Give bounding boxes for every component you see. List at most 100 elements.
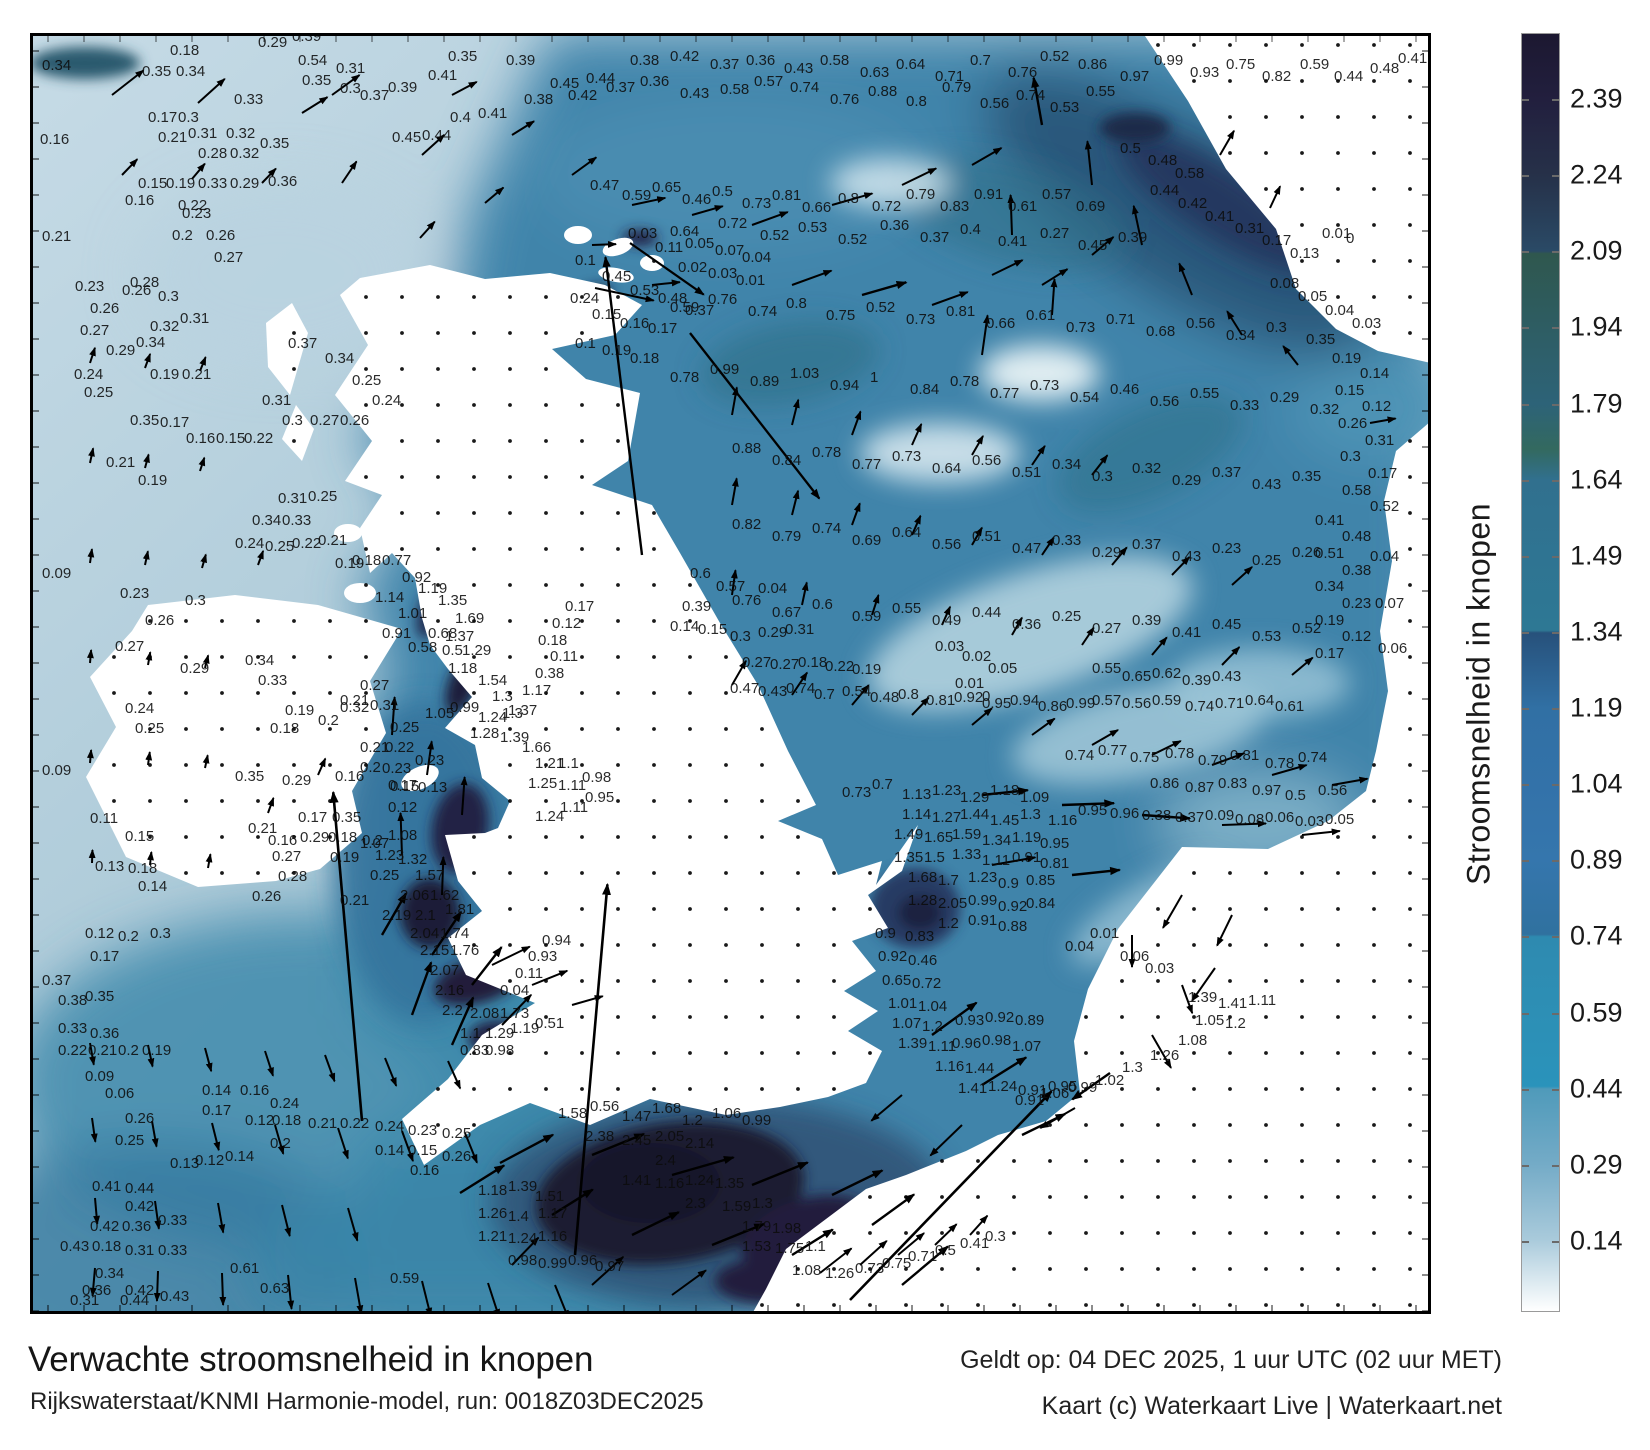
current-speed-value: 0.29 [1270, 389, 1299, 406]
current-speed-value: 1.11 [560, 799, 588, 816]
grid-dot [292, 835, 296, 839]
current-speed-value: 1.59 [952, 826, 981, 843]
grid-dot [1012, 1231, 1016, 1235]
current-speed-value: 0.18 [128, 860, 157, 877]
current-speed-value: 0.55 [1092, 660, 1121, 677]
current-speed-value: 0.21 [340, 692, 369, 709]
current-speed-value: 1.18 [990, 782, 1019, 799]
current-speed-value: 0.12 [552, 615, 581, 632]
current-speed-value: 0.88 [868, 83, 897, 100]
current-speed-value: 0.61 [230, 1260, 259, 1277]
current-speed-value: 0.68 [1146, 323, 1175, 340]
grid-dot [472, 367, 476, 371]
teal-swirl-2 [893, 155, 1127, 271]
grid-dot [1336, 1231, 1340, 1235]
current-speed-value: 0.17 [388, 777, 417, 794]
grid-dot [1228, 1267, 1232, 1271]
grid-dot [436, 439, 440, 443]
grid-dot [616, 763, 620, 767]
grid-dot [796, 943, 800, 947]
current-speed-value: 0.65 [652, 179, 681, 196]
current-speed-value: 0.34 [176, 63, 205, 80]
current-speed-value: 0.74 [790, 79, 819, 96]
grid-dot [868, 1051, 872, 1055]
current-speed-value: 0.66 [986, 315, 1015, 332]
current-speed-value: 0.17 [1368, 465, 1397, 482]
grid-dot [292, 331, 296, 335]
current-speed-value: 0.14 [375, 1142, 404, 1159]
grid-dot [868, 1195, 872, 1199]
grid-dot [1156, 1195, 1160, 1199]
current-arrow [421, 134, 446, 156]
colorbar-tick-value: 2.39 [1570, 83, 1623, 114]
current-speed-value: 0.56 [932, 536, 961, 553]
current-speed-value: 0.41 [92, 1178, 121, 1195]
grid-dot [1264, 907, 1268, 911]
grid-dot [688, 799, 692, 803]
grid-dot [580, 619, 584, 623]
current-speed-value: 0.76 [708, 291, 737, 308]
current-speed-value: 0.52 [760, 227, 789, 244]
grid-dot [436, 583, 440, 587]
grid-dot [508, 619, 512, 623]
current-speed-value: 0.37 [920, 229, 949, 246]
current-speed-value: 0.3 [150, 925, 171, 942]
current-speed-value: 0.64 [932, 460, 961, 477]
grid-dot [1156, 907, 1160, 911]
current-speed-value: 0.92 [954, 689, 983, 706]
current-speed-value: 1.01 [398, 605, 427, 622]
current-speed-value: 0.83 [940, 198, 969, 215]
current-speed-value: 0.47 [590, 177, 619, 194]
grid-dot [220, 871, 224, 875]
grid-dot [1372, 115, 1376, 119]
current-speed-value: 0.27 [310, 412, 339, 429]
current-speed-value: 0.34 [42, 57, 71, 74]
current-arrow [1031, 717, 1056, 736]
grid-dot [1156, 1087, 1160, 1091]
colorbar-tick-value: 2.09 [1570, 235, 1623, 266]
current-arrow [1111, 546, 1128, 566]
grid-dot [508, 979, 512, 983]
grid-dot [1264, 187, 1268, 191]
current-speed-value: 0.59 [390, 1270, 419, 1287]
colorbar-tick-mark [1552, 784, 1559, 787]
current-arrow [934, 1223, 958, 1246]
current-speed-value: 0.75 [882, 1255, 911, 1272]
current-speed-value: 0.41 [960, 1235, 989, 1252]
grid-dot [364, 295, 368, 299]
current-speed-value: 0.36 [122, 1218, 151, 1235]
current-arrow [1191, 967, 1216, 1002]
grid-dot [1120, 1267, 1124, 1271]
current-speed-value: 0.06 [105, 1085, 134, 1102]
current-speed-value: 0.48 [1342, 528, 1371, 545]
grid-dot [1408, 979, 1412, 983]
irish-sea-dark-2 [400, 878, 460, 948]
colorbar-tick-mark [1552, 175, 1559, 178]
grid-dot [1336, 223, 1340, 227]
grid-dot [580, 943, 584, 947]
current-speed-value: 0.34 [1052, 456, 1081, 473]
grid-dot [220, 763, 224, 767]
grid-dot [652, 691, 656, 695]
current-arrow [897, 1232, 925, 1256]
grid-dot [1228, 151, 1232, 155]
current-speed-value: 1.76 [450, 942, 479, 959]
colorbar-tick-mark [1552, 327, 1559, 330]
current-speed-value: 0.74 [1185, 698, 1214, 715]
current-arrow [1162, 894, 1183, 929]
current-speed-value: 0.9 [875, 925, 896, 942]
grid-dot [868, 1303, 872, 1307]
grid-dot [1408, 151, 1412, 155]
grid-dot [796, 1303, 800, 1307]
grid-dot [580, 871, 584, 875]
current-speed-value: 0.02 [962, 648, 991, 665]
current-speed-value: 0.86 [1038, 698, 1067, 715]
current-speed-value: 0.12 [245, 1112, 274, 1129]
current-speed-value: 0.17 [202, 1102, 231, 1119]
grid-dot [472, 295, 476, 299]
grid-dot [508, 367, 512, 371]
grid-dot [1012, 1267, 1016, 1271]
current-arrow [390, 695, 398, 736]
grid-dot [1336, 1303, 1340, 1307]
current-arrow [870, 1094, 903, 1122]
